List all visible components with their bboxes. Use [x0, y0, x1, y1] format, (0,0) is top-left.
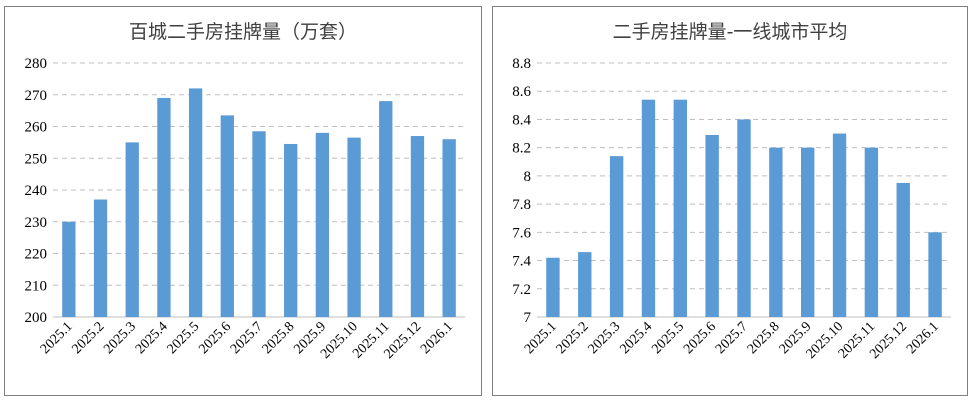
bar-2025.10	[832, 133, 847, 317]
bar-2025.6	[220, 115, 234, 317]
x-tick-label: 2025.7	[713, 319, 751, 357]
bar-2025.12	[410, 136, 425, 317]
x-tick-label: 2025.6	[681, 319, 719, 357]
bar-2025.10	[347, 137, 361, 317]
x-tick-label: 2026.1	[418, 319, 456, 357]
x-tick-label: 2025.5	[165, 319, 203, 357]
y-tick-label: 7.6	[512, 225, 531, 241]
bar-2025.8	[284, 143, 298, 317]
chart-title-left: 百城二手房挂牌量（万套）	[128, 21, 357, 43]
bar-2026.1	[442, 139, 456, 317]
y-tick-label: 240	[25, 183, 48, 199]
y-tick-label: 7	[524, 310, 532, 326]
bar-chart-left: 2002102202302402502602702802025.12025.22…	[25, 56, 465, 362]
bar-2025.6	[705, 134, 719, 317]
x-tick-label: 2025.7	[228, 319, 266, 357]
chart-title-right: 二手房挂牌量-一线城市平均	[612, 21, 848, 43]
y-tick-label: 250	[25, 151, 48, 167]
x-tick-label: 2025.3	[586, 319, 624, 357]
y-tick-label: 270	[25, 88, 48, 104]
x-tick-label: 2025.8	[745, 319, 783, 357]
bar-2025.5	[188, 88, 203, 318]
y-tick-label: 230	[25, 215, 48, 231]
bar-2025.12	[896, 182, 910, 317]
bar-chart-right: 77.27.47.67.888.28.48.68.82025.12025.220…	[512, 56, 951, 362]
bar-2025.1	[62, 221, 76, 317]
bar-2025.11	[864, 147, 879, 317]
y-tick-label: 8.8	[512, 56, 531, 72]
y-tick-label: 8.4	[512, 112, 531, 128]
bar-2025.2	[578, 252, 592, 317]
y-tick-label: 8.6	[512, 84, 531, 100]
chart-panel-left: 百城二手房挂牌量（万套） 200 210 220 230 240 250 260 270 280…	[4, 6, 482, 396]
bar-2025.8	[769, 147, 783, 317]
bar-2025.11	[379, 101, 393, 317]
x-tick-label: 2025.4	[617, 319, 655, 357]
x-tick-label: 2026.1	[904, 319, 942, 357]
y-tick-label: 8	[524, 169, 532, 185]
bar-2025.7	[252, 131, 266, 317]
bar-2025.7	[737, 119, 751, 317]
bar-2025.2	[93, 199, 108, 317]
y-tick-label: 220	[25, 247, 48, 263]
x-tick-label: 2025.8	[260, 319, 298, 357]
x-tick-label: 2025.5	[649, 319, 687, 357]
y-tick-label: 8.2	[512, 141, 531, 157]
bar-2025.4	[641, 99, 656, 317]
y-tick-label: 7.4	[512, 254, 531, 270]
x-tick-label: 2025.4	[133, 319, 171, 357]
x-tick-label: 2025.3	[101, 319, 139, 357]
bar-2025.3	[125, 142, 139, 317]
bar-2025.5	[673, 99, 687, 317]
y-tick-label: 210	[25, 278, 48, 294]
bar-2025.1	[546, 257, 560, 317]
y-tick-label: 200	[25, 310, 48, 326]
bar-2025.4	[157, 97, 171, 317]
y-tick-label: 260	[25, 120, 48, 136]
y-tick-label: 280	[25, 56, 48, 72]
y-tick-label: 7.8	[512, 197, 531, 213]
y-tick-label: 7.2	[512, 282, 531, 298]
bar-2025.3	[609, 156, 624, 317]
bar-2026.1	[928, 232, 942, 317]
chart-panel-right: 二手房挂牌量-一线城市平均 7 7.2 7.4 7.6 7.8 8 8.2 8.4 8.6 8.8…	[492, 6, 968, 396]
x-tick-label: 2025.2	[70, 319, 108, 357]
bar-2025.9	[801, 147, 815, 317]
x-tick-label: 2025.2	[554, 319, 592, 357]
bar-2025.9	[315, 132, 330, 317]
x-tick-label: 2025.6	[196, 319, 234, 357]
